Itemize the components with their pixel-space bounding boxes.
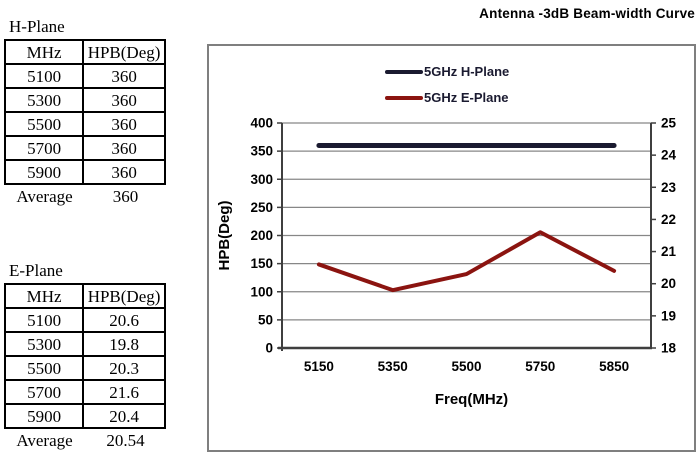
page-title: Antenna -3dB Beam-width Curve — [479, 6, 695, 21]
right-axis-tick-label: 22 — [661, 212, 676, 227]
left-axis-tick-label: 100 — [250, 284, 273, 299]
table-header-row: MHz HPB(Deg) — [3, 283, 166, 309]
x-axis-title: Freq(MHz) — [435, 391, 508, 408]
table-cell: 360 — [82, 135, 166, 161]
legend-item-h-plane: 5GHz H-Plane — [385, 64, 509, 79]
column-header: HPB(Deg) — [82, 39, 166, 65]
right-axis-tick-label: 25 — [661, 116, 677, 131]
table-cell: 5500 — [3, 355, 85, 381]
right-axis-tick-label: 18 — [661, 341, 677, 356]
column-header: HPB(Deg) — [82, 283, 166, 309]
table-row: 5500 20.3 — [3, 355, 166, 381]
left-axis-tick-label: 300 — [250, 172, 273, 187]
table-row: 5700 360 — [3, 135, 166, 161]
h-plane-label: H-Plane — [9, 17, 65, 36]
table-cell: 360 — [82, 159, 166, 185]
table-row: 5100 20.6 — [3, 307, 166, 333]
legend-item-e-plane: 5GHz E-Plane — [385, 90, 509, 105]
e-plane-table: MHz HPB(Deg) 5100 20.6 5300 19.8 5500 20.3 5700 2… — [3, 283, 166, 429]
left-axis-tick-label: 350 — [250, 144, 273, 159]
table-cell: 5700 — [3, 379, 85, 405]
column-header: MHz — [3, 39, 85, 65]
chart-plot-area: 0 50 100 150 200 250 300 350 400 18 19 20 21 22 23 24 25… — [216, 116, 677, 409]
table-cell: 5900 — [3, 403, 85, 429]
x-axis-tick-label: 5500 — [451, 359, 481, 374]
table-cell: 5300 — [3, 87, 85, 113]
h-plane-average-row: Average 360 — [4, 187, 166, 207]
table-header-row: MHz HPB(Deg) — [3, 39, 166, 65]
e-plane-line-swatch — [385, 95, 423, 100]
h-plane-line-swatch — [385, 69, 423, 74]
table-cell: 5500 — [3, 111, 85, 137]
left-axis-tick-label: 50 — [258, 312, 273, 327]
table-row: 5500 360 — [3, 111, 166, 137]
table-cell: 5100 — [3, 307, 85, 333]
beamwidth-chart: 5GHz H-Plane 5GHz E-Plane 0 50 100 150 200 25… — [207, 44, 696, 452]
table-cell: 5700 — [3, 135, 85, 161]
table-cell: 360 — [82, 87, 166, 113]
table-row: 5100 360 — [3, 63, 166, 89]
table-row: 5300 19.8 — [3, 331, 166, 357]
left-axis-tick-label: 200 — [250, 228, 273, 243]
table-row: 5900 20.4 — [3, 403, 166, 429]
table-cell: 360 — [82, 63, 166, 89]
table-cell: 21.6 — [82, 379, 166, 405]
table-cell: 5300 — [3, 331, 85, 357]
legend-label-h-plane: 5GHz H-Plane — [424, 64, 510, 79]
left-axis-tick-label: 150 — [250, 256, 273, 271]
right-axis-tick-label: 24 — [661, 148, 677, 163]
series-line-e-plane — [316, 230, 617, 293]
h-plane-table: MHz HPB(Deg) 5100 360 5300 360 5500 360 5700 360 5… — [3, 39, 166, 185]
right-axis-tick-label: 20 — [661, 276, 676, 291]
table-row: 5900 360 — [3, 159, 166, 185]
e-plane-average-value: 20.54 — [106, 431, 145, 450]
left-axis-tick-label: 0 — [265, 341, 273, 356]
table-cell: 360 — [82, 111, 166, 137]
x-axis-tick-label: 5750 — [525, 359, 555, 374]
right-axis-tick-label: 19 — [661, 308, 676, 323]
table-cell: 19.8 — [82, 331, 166, 357]
e-plane-label: E-Plane — [9, 261, 63, 280]
table-cell: 20.6 — [82, 307, 166, 333]
e-plane-average-label: Average — [16, 431, 73, 450]
table-cell: 20.4 — [82, 403, 166, 429]
x-axis-tick-label: 5150 — [304, 359, 334, 374]
column-header: MHz — [3, 283, 85, 309]
left-axis-tick-label: 400 — [250, 116, 273, 131]
h-plane-average-value: 360 — [112, 187, 139, 206]
legend-label-e-plane: 5GHz E-Plane — [424, 90, 509, 105]
table-cell: 5100 — [3, 63, 85, 89]
table-cell: 20.3 — [82, 355, 166, 381]
table-row: 5300 360 — [3, 87, 166, 113]
x-axis-tick-label: 5850 — [599, 359, 629, 374]
e-plane-average-row: Average 20.54 — [4, 431, 166, 451]
h-plane-section: H-Plane MHz HPB(Deg) 5100 360 5300 360 5500 360… — [3, 17, 170, 207]
right-axis-tick-label: 21 — [661, 244, 677, 259]
right-axis-tick-label: 23 — [661, 180, 677, 195]
chart-legend: 5GHz H-Plane 5GHz E-Plane — [385, 64, 509, 105]
x-axis-tick-label: 5350 — [378, 359, 408, 374]
left-axis-tick-label: 250 — [250, 200, 273, 215]
h-plane-average-label: Average — [16, 187, 73, 206]
table-row: 5700 21.6 — [3, 379, 166, 405]
e-plane-section: E-Plane MHz HPB(Deg) 5100 20.6 5300 19.8 5500 2… — [3, 261, 170, 451]
table-cell: 5900 — [3, 159, 85, 185]
y-axis-title: HPB(Deg) — [216, 200, 233, 270]
